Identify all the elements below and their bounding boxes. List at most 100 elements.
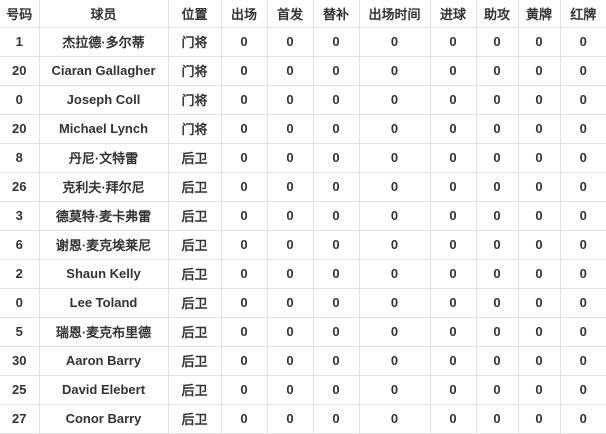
substitute-cell: 0 [313,288,360,318]
minutes-cell: 0 [359,143,431,173]
goals-cell: 0 [430,346,477,376]
goals-cell: 0 [430,56,477,86]
assists-cell: 0 [476,404,519,434]
yellow-cards-cell: 0 [518,259,561,289]
position-cell: 门将 [168,27,222,57]
table-row: 0 Lee Toland 后卫 0 0 0 0 0 0 0 0 [0,288,606,318]
appearances-cell: 0 [221,85,268,115]
starts-cell: 0 [267,172,314,202]
substitute-cell: 0 [313,404,360,434]
number-cell: 25 [0,375,40,405]
yellow-cards-cell: 0 [518,56,561,86]
red-cards-cell: 0 [560,346,606,376]
number-cell: 8 [0,143,40,173]
goals-cell: 0 [430,288,477,318]
player-name-cell[interactable]: 丹尼·文特雷 [39,143,169,173]
minutes-cell: 0 [359,346,431,376]
number-cell: 5 [0,317,40,347]
minutes-cell: 0 [359,375,431,405]
position-cell: 后卫 [168,404,222,434]
minutes-cell: 0 [359,56,431,86]
starts-cell: 0 [267,143,314,173]
yellow-cards-cell: 0 [518,230,561,260]
player-name-cell[interactable]: Ciaran Gallagher [39,56,169,86]
player-name-cell[interactable]: Joseph Coll [39,85,169,115]
assists-cell: 0 [476,56,519,86]
player-name-cell[interactable]: Michael Lynch [39,114,169,144]
player-name-cell[interactable]: David Elebert [39,375,169,405]
table-header: 号码 球员 位置 出场 首发 替补 出场时间 进球 助攻 黄牌 红牌 [0,0,606,28]
number-cell: 3 [0,201,40,231]
yellow-cards-cell: 0 [518,85,561,115]
table-row: 26 克利夫·拜尔尼 后卫 0 0 0 0 0 0 0 0 [0,172,606,202]
appearances-cell: 0 [221,259,268,289]
table-row: 3 德莫特·麦卡弗雷 后卫 0 0 0 0 0 0 0 0 [0,201,606,231]
player-name-cell[interactable]: 谢恩·麦克埃莱尼 [39,230,169,260]
assists-cell: 0 [476,230,519,260]
number-cell: 2 [0,259,40,289]
yellow-cards-cell: 0 [518,114,561,144]
appearances-cell: 0 [221,288,268,318]
table-row: 8 丹尼·文特雷 后卫 0 0 0 0 0 0 0 0 [0,143,606,173]
red-cards-cell: 0 [560,56,606,86]
red-cards-cell: 0 [560,317,606,347]
position-cell: 后卫 [168,317,222,347]
yellow-cards-cell: 0 [518,27,561,57]
starts-cell: 0 [267,259,314,289]
col-header-assists: 助攻 [476,0,519,28]
col-header-player: 球员 [39,0,169,28]
appearances-cell: 0 [221,375,268,405]
position-cell: 后卫 [168,143,222,173]
red-cards-cell: 0 [560,375,606,405]
position-cell: 后卫 [168,201,222,231]
minutes-cell: 0 [359,114,431,144]
goals-cell: 0 [430,114,477,144]
player-name-cell[interactable]: 瑞恩·麦克布里德 [39,317,169,347]
table-row: 30 Aaron Barry 后卫 0 0 0 0 0 0 0 0 [0,346,606,376]
player-name-cell[interactable]: Shaun Kelly [39,259,169,289]
col-header-minutes: 出场时间 [359,0,431,28]
player-name-cell[interactable]: 杰拉德·多尔蒂 [39,27,169,57]
starts-cell: 0 [267,317,314,347]
position-cell: 后卫 [168,259,222,289]
player-name-cell[interactable]: 克利夫·拜尔尼 [39,172,169,202]
yellow-cards-cell: 0 [518,172,561,202]
minutes-cell: 0 [359,259,431,289]
goals-cell: 0 [430,201,477,231]
red-cards-cell: 0 [560,404,606,434]
position-cell: 门将 [168,114,222,144]
player-name-cell[interactable]: Conor Barry [39,404,169,434]
number-cell: 20 [0,56,40,86]
starts-cell: 0 [267,201,314,231]
goals-cell: 0 [430,230,477,260]
assists-cell: 0 [476,172,519,202]
minutes-cell: 0 [359,404,431,434]
yellow-cards-cell: 0 [518,288,561,318]
player-name-cell[interactable]: 德莫特·麦卡弗雷 [39,201,169,231]
red-cards-cell: 0 [560,114,606,144]
assists-cell: 0 [476,259,519,289]
substitute-cell: 0 [313,85,360,115]
substitute-cell: 0 [313,114,360,144]
position-cell: 门将 [168,56,222,86]
number-cell: 0 [0,288,40,318]
starts-cell: 0 [267,27,314,57]
red-cards-cell: 0 [560,230,606,260]
number-cell: 20 [0,114,40,144]
substitute-cell: 0 [313,143,360,173]
minutes-cell: 0 [359,85,431,115]
goals-cell: 0 [430,85,477,115]
goals-cell: 0 [430,317,477,347]
appearances-cell: 0 [221,317,268,347]
substitute-cell: 0 [313,56,360,86]
starts-cell: 0 [267,85,314,115]
red-cards-cell: 0 [560,259,606,289]
substitute-cell: 0 [313,375,360,405]
col-header-appearances: 出场 [221,0,268,28]
minutes-cell: 0 [359,27,431,57]
substitute-cell: 0 [313,317,360,347]
substitute-cell: 0 [313,201,360,231]
player-name-cell[interactable]: Lee Toland [39,288,169,318]
player-name-cell[interactable]: Aaron Barry [39,346,169,376]
col-header-red-cards: 红牌 [560,0,606,28]
